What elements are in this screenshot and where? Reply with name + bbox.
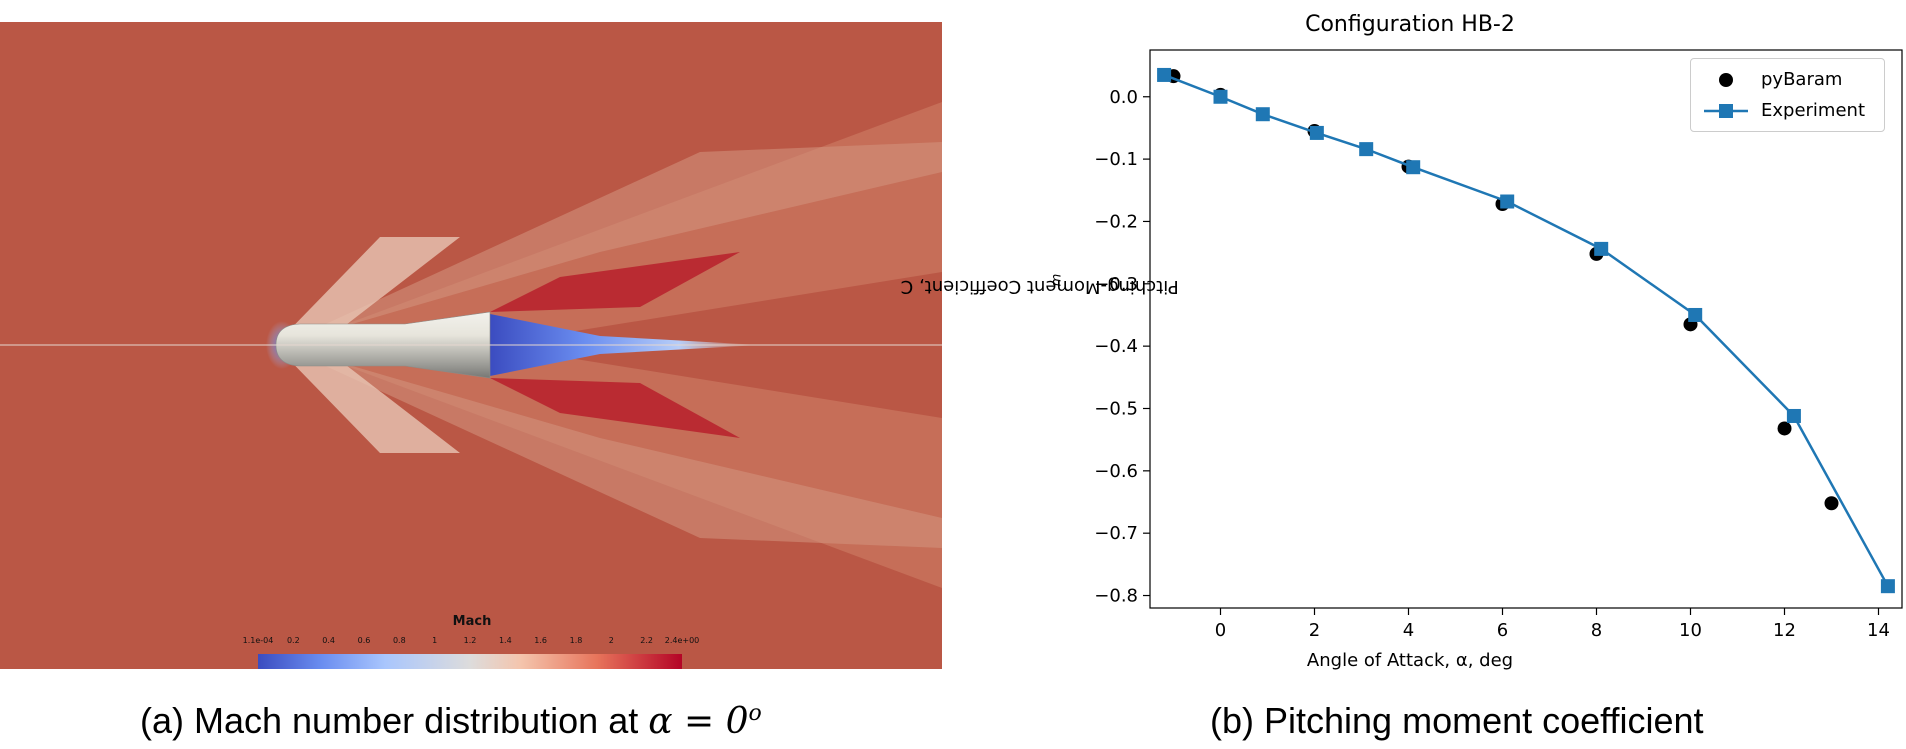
data-point-experiment xyxy=(1309,125,1324,140)
colorbar-tick-label: 0.2 xyxy=(286,636,300,645)
axes: 0 2 4 6 8 10 12 14 0.0 −0.1 −0.2 −0.3 −0.4 −0.5 −0.6 −0… xyxy=(1094,49,1903,641)
x-tick-label: 0 xyxy=(1215,620,1226,641)
mach-contour-plot xyxy=(0,22,942,669)
lower-bow-shock xyxy=(275,345,460,453)
colorbar-tick-label: 0.4 xyxy=(322,636,336,645)
caption-a-math: α = 0 xyxy=(648,701,749,742)
x-tick-label: 8 xyxy=(1591,620,1602,641)
colorbar-tick-label: 0.8 xyxy=(392,636,406,645)
colorbar-tick-label: 2 xyxy=(608,636,614,645)
data-point-experiment xyxy=(1213,89,1228,104)
y-tick-label: 0.0 xyxy=(1109,87,1138,108)
lower-shock-band xyxy=(280,345,942,548)
series-line-experiment xyxy=(1163,73,1889,587)
y-tick-label: −0.3 xyxy=(1094,274,1138,295)
upper-shock-band xyxy=(280,142,942,345)
legend-marker-square-line xyxy=(1704,104,1748,118)
colorbar-tick-label: 1.4 xyxy=(498,636,512,645)
legend-entry-pybaram: pyBaram xyxy=(1691,65,1884,95)
colorbar-tick-label: 1.2 xyxy=(463,636,477,645)
y-tick-label: −0.5 xyxy=(1094,398,1138,419)
x-tick-label: 6 xyxy=(1497,620,1508,641)
colorbar-tick-label: 2.2 xyxy=(640,636,654,645)
caption-a-superscript: o xyxy=(748,701,762,726)
data-point-experiment xyxy=(1406,160,1421,175)
lower-high-mach-region xyxy=(490,378,740,438)
x-tick-label: 14 xyxy=(1867,620,1890,641)
chart-title: Configuration HB-2 xyxy=(1305,12,1515,37)
plot-frame xyxy=(1149,49,1903,609)
upper-high-mach-region xyxy=(490,252,740,312)
caption-a-text: (a) Mach number distribution at xyxy=(140,700,649,741)
x-tick-label: 12 xyxy=(1773,620,1796,641)
data-point-pybaram xyxy=(1777,421,1792,436)
caption-b: (b) Pitching moment coefficient xyxy=(1210,700,1704,741)
colorbar-tick-label: 1.1e-04 xyxy=(242,636,274,645)
mach-contour-panel: Mach 1.1e-04 0.2 0.4 0.6 0.8 1 1.2 1.4 1.6 1.8 2 2.… xyxy=(0,22,942,669)
colorbar-title: Mach xyxy=(452,614,492,629)
series-group xyxy=(1157,67,1895,594)
x-tick-label: 4 xyxy=(1403,620,1414,641)
legend-entry-experiment: Experiment xyxy=(1691,96,1884,126)
y-tick-label: −0.1 xyxy=(1094,149,1138,170)
colorbar-tick-label: 2.4e+00 xyxy=(664,636,700,645)
data-point-experiment xyxy=(1786,408,1801,423)
colorbar-tick-label: 1.8 xyxy=(569,636,583,645)
data-point-experiment xyxy=(1500,194,1515,209)
data-point-experiment xyxy=(1157,67,1172,82)
colorbar-tick-label: 1.6 xyxy=(534,636,548,645)
data-point-experiment xyxy=(1594,241,1609,256)
caption-a: (a) Mach number distribution at α = 0o xyxy=(140,700,762,742)
x-axis-label: Angle of Attack, α, deg xyxy=(1306,650,1514,671)
x-tick-label: 10 xyxy=(1679,620,1702,641)
data-point-experiment xyxy=(1359,142,1374,157)
y-tick-label: −0.4 xyxy=(1094,336,1138,357)
colorbar-tick-label: 0.6 xyxy=(357,636,371,645)
data-point-experiment xyxy=(1688,307,1703,322)
data-point-experiment xyxy=(1255,107,1270,122)
y-tick-label: −0.6 xyxy=(1094,461,1138,482)
y-axis-label-text: Pitching-Moment Coefficient, C xyxy=(900,275,1179,297)
data-point-pybaram xyxy=(1824,496,1839,511)
mach-colorbar xyxy=(258,654,682,669)
data-point-experiment xyxy=(1880,579,1895,594)
y-tick-label: −0.8 xyxy=(1094,586,1138,607)
colorbar-tick-label: 1 xyxy=(432,636,438,645)
legend: pyBaram Experiment xyxy=(1690,58,1885,132)
y-tick-label: −0.7 xyxy=(1094,523,1138,544)
x-tick-label: 2 xyxy=(1309,620,1320,641)
upper-bow-shock xyxy=(275,237,460,345)
legend-label-experiment: Experiment xyxy=(1761,100,1866,121)
legend-marker-circle xyxy=(1719,73,1733,87)
y-tick-label: −0.2 xyxy=(1094,211,1138,232)
legend-label-pybaram: pyBaram xyxy=(1761,69,1843,90)
